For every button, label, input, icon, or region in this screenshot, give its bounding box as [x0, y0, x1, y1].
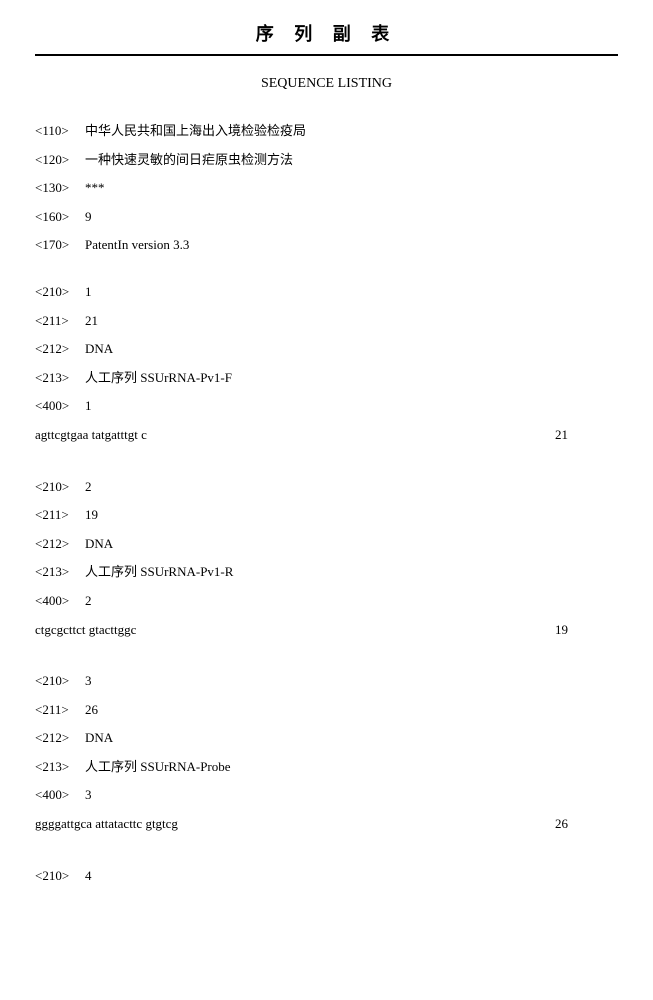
seq-tag: <213>	[35, 364, 85, 393]
seq-tag: <400>	[35, 587, 85, 616]
seq-tag: <210>	[35, 862, 85, 891]
seq-tag: <212>	[35, 530, 85, 559]
seq-tag: <211>	[35, 696, 85, 725]
meta-entry-130: <130> ***	[35, 174, 618, 203]
seq-value: DNA	[85, 530, 618, 559]
seq-tag: <213>	[35, 753, 85, 782]
seq2-entry-213: <213> 人工序列 SSUrRNA-Pv1-R	[35, 558, 618, 587]
seq1-entry-213: <213> 人工序列 SSUrRNA-Pv1-F	[35, 364, 618, 393]
meta-tag: <170>	[35, 231, 85, 260]
seq1-entry-211: <211> 21	[35, 307, 618, 336]
meta-tag: <130>	[35, 174, 85, 203]
meta-entry-170: <170> PatentIn version 3.3	[35, 231, 618, 260]
meta-value: PatentIn version 3.3	[85, 231, 618, 260]
seq-tag: <212>	[35, 335, 85, 364]
meta-value: ***	[85, 174, 618, 203]
seq-tag: <213>	[35, 558, 85, 587]
seq-value: 3	[85, 781, 618, 810]
seq-value: 2	[85, 473, 618, 502]
seq-value: 26	[85, 696, 618, 725]
seq3-sequence-length: 26	[555, 810, 618, 839]
seq4-entry-210: <210> 4	[35, 862, 618, 891]
seq1-sequence-length: 21	[555, 421, 618, 450]
seq2-entry-211: <211> 19	[35, 501, 618, 530]
seq1-entry-400: <400> 1	[35, 392, 618, 421]
seq-tag: <400>	[35, 781, 85, 810]
meta-tag: <110>	[35, 117, 85, 146]
seq-value: DNA	[85, 724, 618, 753]
seq2-sequence-row: ctgcgcttct gtacttggc 19	[35, 616, 618, 645]
seq-tag: <210>	[35, 473, 85, 502]
seq1-sequence-text: agttcgtgaa tatgatttgt c	[35, 421, 147, 450]
seq-tag: <211>	[35, 501, 85, 530]
seq-value: 人工序列 SSUrRNA-Probe	[85, 753, 618, 782]
seq1-entry-212: <212> DNA	[35, 335, 618, 364]
seq-value: 人工序列 SSUrRNA-Pv1-F	[85, 364, 618, 393]
seq3-sequence-row: ggggattgca attatacttc gtgtcg 26	[35, 810, 618, 839]
meta-value: 中华人民共和国上海出入境检验检疫局	[85, 117, 618, 146]
seq-tag: <212>	[35, 724, 85, 753]
seq-value: 人工序列 SSUrRNA-Pv1-R	[85, 558, 618, 587]
seq-tag: <210>	[35, 278, 85, 307]
meta-entry-110: <110> 中华人民共和国上海出入境检验检疫局	[35, 117, 618, 146]
seq2-entry-212: <212> DNA	[35, 530, 618, 559]
seq-value: 1	[85, 392, 618, 421]
seq3-entry-212: <212> DNA	[35, 724, 618, 753]
seq2-entry-210: <210> 2	[35, 473, 618, 502]
seq-tag: <210>	[35, 667, 85, 696]
seq1-sequence-row: agttcgtgaa tatgatttgt c 21	[35, 421, 618, 450]
meta-tag: <120>	[35, 146, 85, 175]
meta-value: 一种快速灵敏的间日疟原虫检测方法	[85, 146, 618, 175]
seq2-sequence-text: ctgcgcttct gtacttggc	[35, 616, 136, 645]
seq3-sequence-text: ggggattgca attatacttc gtgtcg	[35, 810, 178, 839]
seq-value: 3	[85, 667, 618, 696]
seq-tag: <211>	[35, 307, 85, 336]
seq-value: 1	[85, 278, 618, 307]
seq-value: DNA	[85, 335, 618, 364]
meta-value: 9	[85, 203, 618, 232]
seq-value: 19	[85, 501, 618, 530]
seq2-entry-400: <400> 2	[35, 587, 618, 616]
seq-tag: <400>	[35, 392, 85, 421]
page-sub-title: SEQUENCE LISTING	[35, 76, 618, 92]
seq3-entry-211: <211> 26	[35, 696, 618, 725]
seq-value: 4	[85, 862, 618, 891]
seq-value: 21	[85, 307, 618, 336]
seq3-entry-400: <400> 3	[35, 781, 618, 810]
seq-value: 2	[85, 587, 618, 616]
meta-entry-120: <120> 一种快速灵敏的间日疟原虫检测方法	[35, 146, 618, 175]
page-header-title: 序 列 副 表	[35, 20, 618, 56]
meta-tag: <160>	[35, 203, 85, 232]
meta-entry-160: <160> 9	[35, 203, 618, 232]
seq3-entry-210: <210> 3	[35, 667, 618, 696]
seq2-sequence-length: 19	[555, 616, 618, 645]
seq1-entry-210: <210> 1	[35, 278, 618, 307]
seq3-entry-213: <213> 人工序列 SSUrRNA-Probe	[35, 753, 618, 782]
